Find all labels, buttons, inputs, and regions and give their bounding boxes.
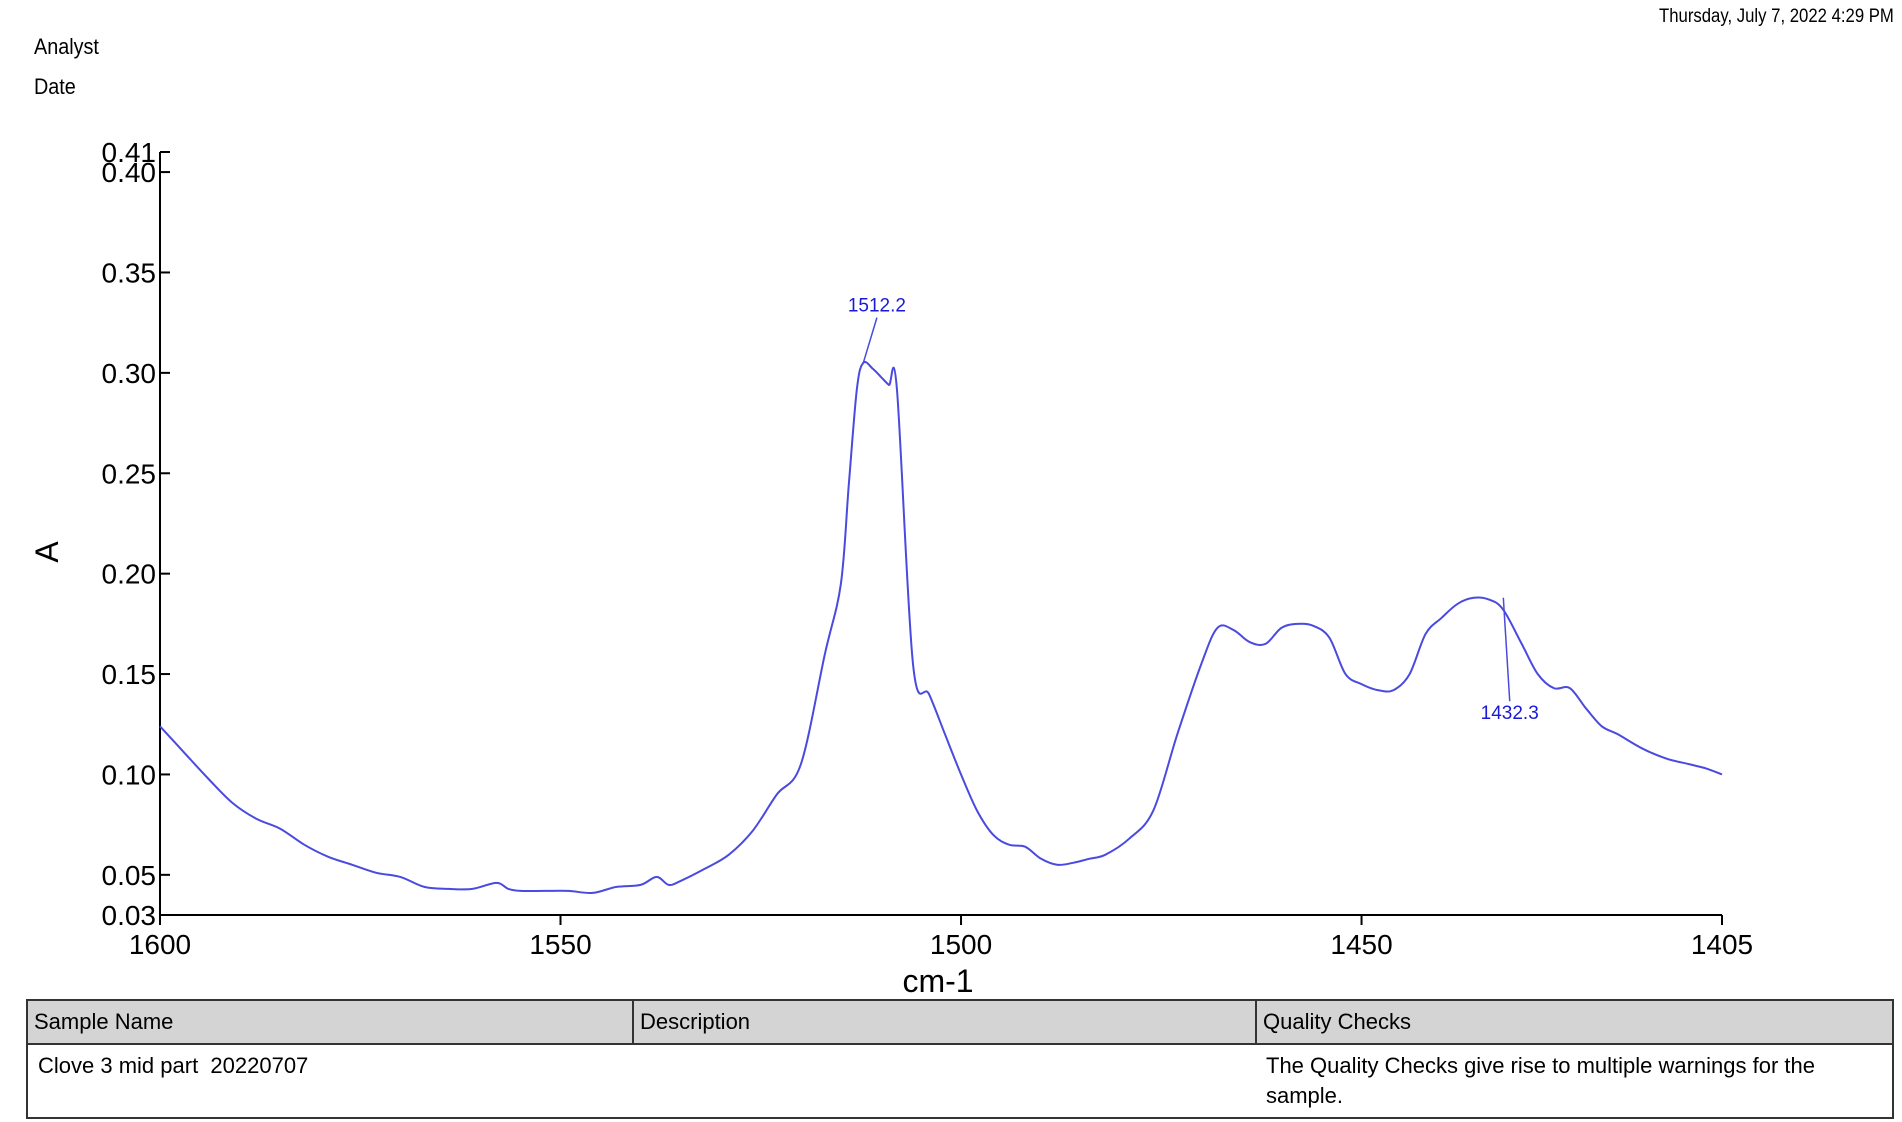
- date-label: Date: [34, 74, 76, 99]
- cell-quality-checks: The Quality Checks give rise to multiple…: [1256, 1044, 1894, 1119]
- y-tick-label: 0.05: [102, 860, 157, 891]
- x-axis-title: cm-1: [902, 963, 973, 999]
- y-tick-label: 0.10: [102, 759, 157, 790]
- y-tick-label: 0.03: [102, 900, 157, 931]
- y-tick-label: 0.25: [102, 458, 157, 489]
- y-tick-label: 0.40: [102, 157, 157, 188]
- table-row: Clove 3 mid part 20220707 The Quality Ch…: [26, 1044, 1894, 1119]
- spectrum-series-line: [159, 361, 1723, 895]
- peak-leader-line: [862, 317, 878, 364]
- report-datetime: Thursday, July 7, 2022 4:29 PM: [1659, 6, 1894, 27]
- x-tick-label: 1405: [1691, 929, 1753, 960]
- y-tick-label: 0.35: [102, 257, 157, 288]
- peak-leader-line: [1502, 597, 1511, 702]
- cell-sample-name: Clove 3 mid part 20220707: [26, 1044, 633, 1119]
- peak-label: 1432.3: [1481, 703, 1539, 724]
- sample-info-table: Sample Name Description Quality Checks C…: [26, 999, 1894, 1119]
- y-axis-title: A: [29, 541, 65, 563]
- x-tick-label: 1550: [529, 929, 591, 960]
- y-tick-label: 0.20: [102, 559, 157, 590]
- peak-label: 1512.2: [848, 296, 906, 317]
- chart-axes: [159, 152, 1722, 916]
- peak-annotations: 1512.2 1432.3: [848, 296, 1539, 725]
- y-tick-label: 0.30: [102, 358, 157, 389]
- analyst-label: Analyst: [34, 34, 99, 59]
- x-tick-label: 1600: [129, 929, 191, 960]
- x-tick-label: 1500: [930, 929, 992, 960]
- table-header-row: Sample Name Description Quality Checks: [26, 999, 1894, 1045]
- x-axis-ticks: 1600 1550 1500 1450 1405: [129, 915, 1753, 960]
- y-tick-label: 0.41: [102, 137, 157, 168]
- y-axis-ticks: 0.410.40 0.35 0.30 0.25 0.20 0.15 0.10 0.05 0.03: [102, 137, 170, 931]
- spectrum-chart: 0.410.40 0.35 0.30 0.25 0.20 0.15 0.10 0.05 0.03…: [29, 137, 1753, 999]
- column-header-quality-checks: Quality Checks: [1255, 999, 1894, 1045]
- column-header-description: Description: [632, 999, 1257, 1045]
- x-tick-label: 1450: [1330, 929, 1392, 960]
- column-header-sample-name: Sample Name: [26, 999, 634, 1045]
- y-tick-label: 0.15: [102, 659, 157, 690]
- cell-description: [633, 1044, 1256, 1119]
